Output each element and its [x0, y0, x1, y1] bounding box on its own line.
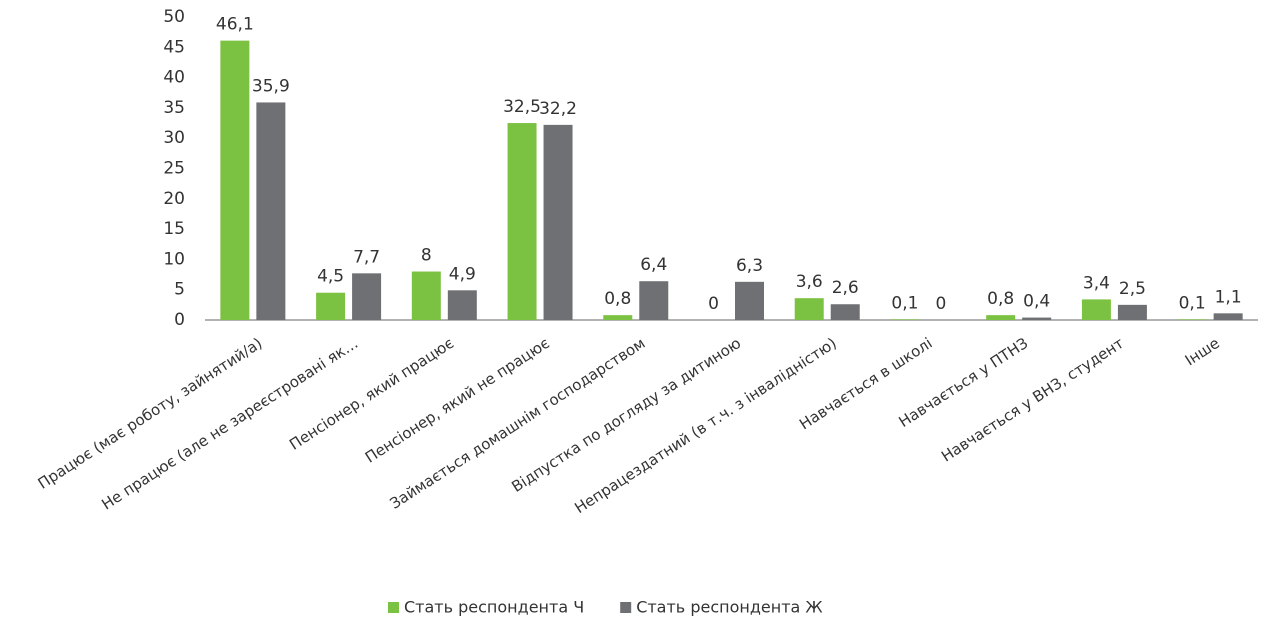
value-label: 32,5: [503, 97, 541, 117]
x-tick-label: Інше: [1182, 334, 1223, 369]
y-tick-label: 40: [163, 68, 185, 88]
x-tick-label: Пенсіонер, який не працює: [362, 334, 553, 467]
bar: [639, 281, 669, 320]
value-label: 4,5: [317, 267, 344, 287]
bar: [447, 290, 477, 320]
value-label: 2,5: [1119, 279, 1146, 299]
legend-swatch: [388, 602, 399, 613]
value-label: 0,8: [604, 289, 631, 309]
bar: [316, 292, 346, 320]
value-label: 0,4: [1023, 292, 1050, 312]
bar: [1213, 313, 1243, 320]
bar: [735, 281, 764, 320]
y-tick-label: 5: [174, 280, 185, 300]
value-label: 46,1: [216, 15, 254, 35]
value-label: 2,6: [832, 278, 859, 298]
legend-label: Стать респондента Ж: [636, 598, 822, 617]
bar: [1081, 299, 1111, 320]
value-label: 3,4: [1083, 273, 1110, 293]
bar: [986, 315, 1016, 320]
value-label: 6,3: [736, 256, 763, 276]
value-label: 32,2: [539, 99, 577, 119]
bar: [603, 315, 633, 320]
x-tick-label: Навчається у ВНЗ, студент: [938, 334, 1127, 466]
value-label: 0: [936, 294, 947, 314]
legend-label: Стать респондента Ч: [404, 598, 584, 617]
bar: [1177, 319, 1207, 320]
x-tick-label: Пенсіонер, який працює: [286, 334, 457, 454]
y-tick-label: 15: [163, 219, 185, 239]
legend-swatch: [620, 602, 632, 613]
bar: [830, 304, 860, 320]
y-tick-label: 10: [163, 249, 185, 269]
value-label: 0,8: [987, 289, 1014, 309]
bar: [507, 123, 537, 320]
bar: [411, 271, 441, 320]
value-label: 0,1: [891, 293, 918, 313]
value-label: 0,1: [1179, 293, 1206, 313]
bar: [794, 298, 824, 320]
y-tick-label: 35: [163, 98, 185, 118]
y-tick-label: 20: [163, 189, 185, 209]
bar: [220, 40, 250, 320]
y-tick-label: 0: [174, 310, 185, 330]
value-label: 6,4: [640, 255, 667, 275]
value-label: 3,6: [796, 272, 823, 292]
y-tick-label: 45: [163, 37, 185, 57]
value-label: 35,9: [252, 76, 290, 96]
y-tick-label: 25: [163, 159, 185, 179]
value-label: 4,9: [449, 264, 476, 284]
bar: [890, 319, 920, 320]
bar: [543, 124, 573, 320]
value-label: 7,7: [353, 247, 380, 267]
bar: [1022, 317, 1052, 320]
value-label: 1,1: [1215, 287, 1242, 307]
value-label: 0: [708, 294, 719, 314]
value-label: 8: [421, 246, 432, 266]
bar: [1117, 304, 1147, 320]
y-tick-label: 50: [163, 7, 185, 27]
bar: [352, 273, 382, 320]
bar: [256, 102, 286, 320]
y-tick-label: 30: [163, 128, 185, 148]
